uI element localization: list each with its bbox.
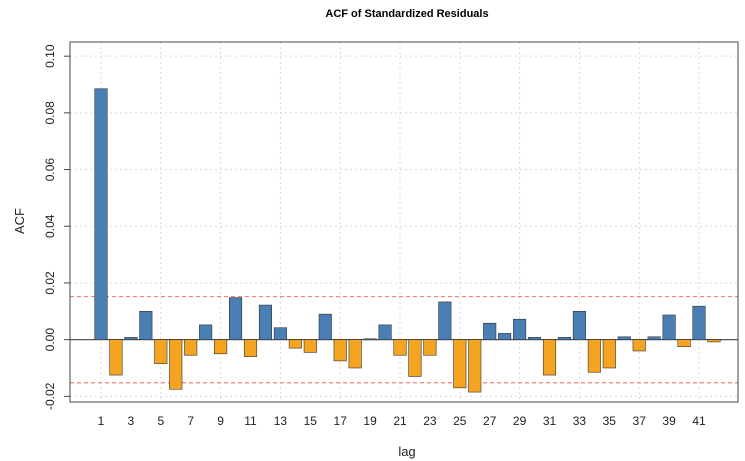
acf-bar-lag-17: [333, 339, 347, 362]
acf-bar-lag-42: [707, 339, 721, 343]
y-axis-label: ACF: [12, 208, 27, 234]
x-tick-label: 27: [483, 414, 497, 428]
x-tick-label: 19: [363, 414, 377, 428]
acf-bar-lag-27: [483, 322, 497, 340]
acf-bar-lag-2: [109, 339, 123, 376]
x-tick-label: 23: [423, 414, 437, 428]
acf-bar-lag-23: [423, 339, 437, 356]
acf-bar-lag-30: [527, 337, 542, 340]
acf-bar-lag-6: [169, 339, 183, 390]
x-tick-label: 5: [157, 414, 164, 428]
acf-bar-lag-24: [438, 301, 452, 340]
acf-bar-lag-7: [184, 339, 198, 356]
chart-title: ACF of Standardized Residuals: [325, 8, 488, 20]
acf-bar-lag-12: [258, 304, 273, 340]
x-tick-label: 21: [393, 414, 407, 428]
x-tick-label: 25: [453, 414, 467, 428]
acf-bar-lag-15: [303, 339, 317, 353]
y-tick-label: 0.10: [43, 44, 57, 68]
acf-bar-lag-4: [139, 310, 153, 340]
x-tick-label: 1: [98, 414, 105, 428]
acf-bar-lag-8: [199, 324, 213, 340]
acf-bar-lag-18: [348, 339, 362, 369]
plot-frame: [69, 41, 739, 403]
y-tick-label: 0.00: [43, 328, 57, 352]
acf-bar-lag-11: [243, 339, 258, 357]
acf-bar-lag-14: [288, 339, 302, 349]
x-tick-label: 17: [334, 414, 348, 428]
x-tick-label: 9: [217, 414, 224, 428]
x-tick-label: 41: [692, 414, 706, 428]
acf-bar-lag-38: [647, 336, 661, 340]
x-tick-label: 15: [304, 414, 318, 428]
acf-bar-lag-1: [94, 88, 108, 340]
acf-bar-lag-9: [214, 339, 228, 355]
x-tick-label: 11: [244, 414, 257, 428]
acf-bar-lag-29: [513, 318, 527, 340]
x-tick-label: 31: [543, 414, 557, 428]
acf-bar-lag-16: [318, 313, 332, 340]
acf-bar-lag-26: [468, 339, 482, 393]
acf-bar-lag-33: [572, 310, 586, 340]
y-tick-label: 0.04: [43, 214, 57, 238]
acf-bar-lag-3: [124, 337, 138, 340]
acf-bar-lag-10: [229, 297, 243, 340]
y-tick-label: -0.02: [43, 382, 57, 410]
x-tick-label: 33: [573, 414, 587, 428]
acf-bar-lag-22: [408, 339, 422, 377]
acf-bar-lag-19: [363, 338, 377, 341]
x-axis: 1 3 5 7 9 11 13 15 17 19 21 23 25 27 29 31 33 35 37 39 41: [98, 414, 706, 428]
x-tick-label: 29: [513, 414, 527, 428]
x-tick-label: 13: [274, 414, 288, 428]
acf-bar-lag-31: [542, 339, 557, 376]
acf-bar-lag-34: [587, 339, 601, 373]
acf-bar-lag-13: [273, 327, 287, 340]
y-tick-label: 0.08: [43, 101, 57, 125]
acf-bar-lag-5: [154, 339, 168, 365]
acf-bar-lag-36: [617, 336, 631, 340]
y-tick-label: 0.02: [43, 271, 57, 295]
acf-bar-lag-21: [393, 339, 407, 356]
x-tick-label: 39: [662, 414, 676, 428]
y-axis: -0.02 0.00 0.02 0.04 0.06 0.08 0.10: [43, 44, 70, 410]
x-tick-label: 3: [128, 414, 135, 428]
x-tick-label: 35: [603, 414, 617, 428]
acf-bar-lag-20: [378, 324, 392, 340]
x-tick-label: 37: [633, 414, 647, 428]
acf-bar-lag-28: [498, 333, 512, 340]
bars: [94, 88, 721, 393]
x-tick-label: 7: [187, 414, 194, 428]
acf-bar-lag-40: [677, 339, 691, 348]
acf-bar-lag-32: [557, 337, 572, 340]
acf-bar-lag-41: [692, 305, 706, 340]
y-tick-label: 0.06: [43, 158, 57, 182]
acf-bar-lag-37: [632, 339, 646, 352]
acf-bar-lag-25: [453, 339, 467, 389]
acf-bar-lag-35: [602, 339, 616, 369]
acf-bar-lag-39: [662, 314, 676, 340]
x-axis-label: lag: [398, 444, 415, 459]
